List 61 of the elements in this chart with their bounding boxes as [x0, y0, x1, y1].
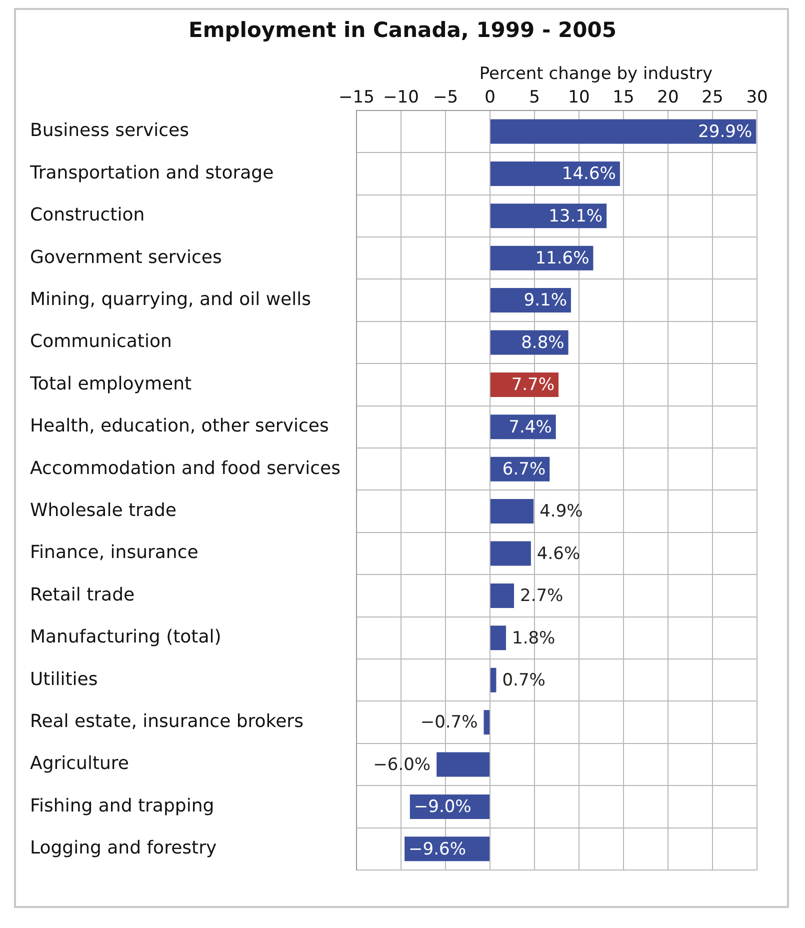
- y-tick-label: Finance, insurance: [30, 542, 198, 564]
- x-tick-label: 5: [529, 88, 540, 108]
- x-tick-label: 10: [568, 88, 590, 108]
- data-label: 11.6%: [535, 248, 590, 269]
- data-label: 2.7%: [520, 586, 564, 606]
- data-label: 9.1%: [524, 290, 567, 311]
- chart-title: Employment in Canada, 1999 - 2005: [188, 18, 618, 42]
- data-label: 13.1%: [548, 206, 603, 226]
- data-label: 7.4%: [508, 417, 552, 438]
- y-tick-label: Government services: [30, 246, 222, 268]
- y-tick-label: Business services: [30, 120, 189, 142]
- y-tick-label: Transportation and storage: [29, 162, 274, 184]
- bar: [490, 204, 607, 228]
- data-label: −9.0%: [414, 797, 472, 818]
- data-label: 4.6%: [536, 544, 580, 564]
- bar: [490, 288, 571, 313]
- bar: [490, 161, 620, 186]
- x-tick-label: 20: [657, 88, 679, 108]
- bar: [490, 119, 756, 144]
- y-tick-label: Logging and forestry: [30, 838, 217, 859]
- bar: [484, 710, 490, 735]
- data-label: 14.6%: [562, 164, 616, 184]
- data-label: −0.7%: [420, 712, 478, 733]
- bar: [490, 668, 496, 692]
- y-tick-label: Communication: [30, 331, 172, 352]
- bar: [490, 541, 531, 566]
- data-label: −9.6%: [408, 839, 466, 860]
- y-tick-label: Retail trade: [30, 584, 135, 606]
- data-label: −6.0%: [373, 754, 431, 775]
- y-tick-label: Agriculture: [30, 753, 129, 774]
- y-tick-label: Total employment: [29, 373, 192, 394]
- bar: [490, 499, 534, 524]
- x-tick-label: −15: [338, 88, 374, 108]
- x-tick-label: 0: [484, 88, 496, 108]
- bar: [490, 583, 514, 608]
- y-tick-label: Manufacturing (total): [30, 626, 222, 648]
- x-tick-label: 25: [702, 88, 724, 108]
- bar: [490, 626, 506, 650]
- data-label: 1.8%: [512, 628, 556, 648]
- data-label: 6.7%: [502, 460, 546, 480]
- y-tick-label: Mining, quarrying, and oil wells: [30, 288, 311, 310]
- data-label: 7.7%: [511, 375, 555, 396]
- data-label: 29.9%: [698, 122, 752, 142]
- data-label: 8.8%: [521, 332, 564, 353]
- y-tick-label: Wholesale trade: [30, 500, 176, 521]
- y-tick-label: Accommodation and food services: [30, 458, 340, 479]
- y-tick-label: Fishing and trapping: [30, 795, 214, 816]
- x-tick-label: 15: [612, 88, 634, 108]
- y-tick-label: Utilities: [30, 668, 98, 690]
- bar: [490, 372, 559, 397]
- data-label: 0.7%: [502, 670, 546, 691]
- x-tick-label: −10: [383, 88, 419, 108]
- data-label: 4.9%: [540, 502, 583, 522]
- bar: [436, 752, 490, 777]
- bar: [490, 246, 594, 270]
- x-tick-label: 30: [746, 88, 768, 108]
- x-axis-title: Percent change by industry: [478, 64, 714, 84]
- y-tick-label: Health, education, other services: [30, 416, 329, 437]
- x-tick-label: −5: [432, 88, 458, 108]
- y-tick-label: Construction: [30, 204, 145, 226]
- y-tick-label: Real estate, insurance brokers: [30, 710, 304, 732]
